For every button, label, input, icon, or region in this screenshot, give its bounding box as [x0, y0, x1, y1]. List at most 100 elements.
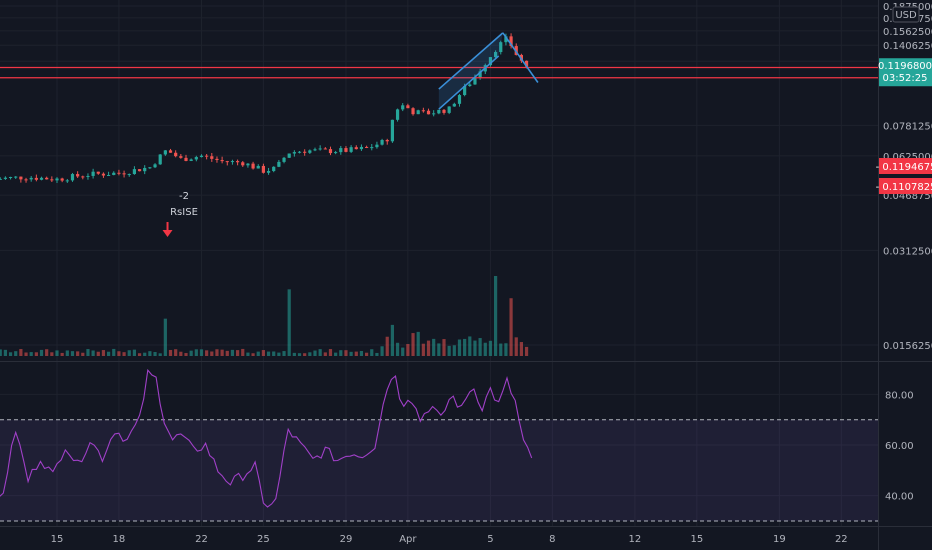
- candle[interactable]: [205, 155, 209, 157]
- candle[interactable]: [55, 178, 59, 181]
- candle[interactable]: [241, 162, 245, 166]
- candle[interactable]: [29, 177, 33, 180]
- candle[interactable]: [96, 171, 100, 174]
- candle[interactable]: [313, 149, 317, 151]
- candle[interactable]: [328, 149, 333, 154]
- candle[interactable]: [297, 151, 302, 153]
- candle[interactable]: [488, 57, 493, 66]
- candle[interactable]: [81, 176, 85, 178]
- candle[interactable]: [256, 165, 260, 169]
- candle[interactable]: [60, 178, 64, 181]
- candle[interactable]: [323, 148, 327, 150]
- candle[interactable]: [385, 139, 389, 142]
- candle[interactable]: [184, 157, 188, 161]
- candle[interactable]: [132, 169, 136, 175]
- candle[interactable]: [380, 139, 384, 145]
- candle[interactable]: [426, 110, 431, 115]
- candle[interactable]: [220, 160, 224, 162]
- candle[interactable]: [504, 36, 508, 43]
- candle[interactable]: [189, 159, 193, 161]
- candle[interactable]: [354, 147, 358, 150]
- candle[interactable]: [277, 161, 281, 167]
- candle[interactable]: [101, 173, 106, 176]
- candle[interactable]: [127, 174, 131, 176]
- candle[interactable]: [107, 174, 111, 176]
- channel-upper-line[interactable]: [438, 32, 504, 90]
- candle[interactable]: [390, 119, 394, 142]
- candle[interactable]: [473, 77, 477, 85]
- candle[interactable]: [122, 173, 126, 175]
- candle[interactable]: [349, 147, 353, 152]
- candle[interactable]: [3, 177, 7, 179]
- candle[interactable]: [24, 179, 28, 181]
- candle[interactable]: [292, 152, 296, 154]
- candle[interactable]: [163, 150, 167, 155]
- candle[interactable]: [406, 105, 410, 109]
- candle[interactable]: [411, 108, 415, 115]
- candle[interactable]: [447, 106, 451, 113]
- candle[interactable]: [14, 176, 18, 178]
- candle[interactable]: [8, 176, 13, 178]
- candle[interactable]: [91, 171, 95, 176]
- time-axis[interactable]: 15 18 22 25 29 Apr 5 8 12 15 19 22: [51, 534, 848, 545]
- candle[interactable]: [509, 36, 513, 47]
- candle[interactable]: [148, 167, 152, 169]
- candle[interactable]: [375, 144, 379, 148]
- candle[interactable]: [334, 152, 338, 154]
- candle[interactable]: [468, 84, 472, 87]
- candle[interactable]: [34, 177, 38, 180]
- candle[interactable]: [463, 86, 467, 96]
- candle[interactable]: [303, 151, 307, 153]
- candle[interactable]: [117, 172, 121, 174]
- candle[interactable]: [86, 175, 90, 177]
- candle[interactable]: [230, 161, 235, 163]
- candle[interactable]: [70, 174, 75, 181]
- candle[interactable]: [112, 172, 116, 175]
- candle[interactable]: [287, 153, 291, 158]
- candle[interactable]: [494, 52, 498, 58]
- candle[interactable]: [153, 164, 157, 168]
- rsi-line[interactable]: [0, 368, 533, 508]
- candle[interactable]: [442, 109, 446, 113]
- candle[interactable]: [395, 109, 400, 120]
- candle[interactable]: [421, 110, 425, 112]
- candle[interactable]: [39, 177, 44, 180]
- candle[interactable]: [210, 156, 214, 159]
- rsi-pane[interactable]: [0, 368, 878, 522]
- candle[interactable]: [137, 169, 142, 172]
- candle[interactable]: [174, 152, 178, 157]
- candle[interactable]: [45, 177, 49, 180]
- candle[interactable]: [194, 157, 198, 160]
- candle[interactable]: [266, 171, 271, 173]
- breakdown-trend-line[interactable]: [502, 32, 539, 83]
- candle[interactable]: [478, 71, 482, 78]
- rsi-axis[interactable]: 40.00 60.00 80.00: [885, 390, 914, 502]
- candle[interactable]: [158, 154, 162, 165]
- candle[interactable]: [76, 174, 80, 177]
- channel-lower-line[interactable]: [438, 55, 500, 110]
- candle[interactable]: [437, 109, 441, 114]
- candle[interactable]: [236, 161, 240, 163]
- candle[interactable]: [457, 95, 462, 104]
- candle[interactable]: [432, 113, 436, 115]
- candle[interactable]: [179, 156, 183, 158]
- horizontal-levels[interactable]: [0, 66, 878, 79]
- candle[interactable]: [318, 148, 322, 150]
- candle[interactable]: [261, 165, 265, 173]
- candle[interactable]: [370, 147, 374, 149]
- candle[interactable]: [168, 150, 173, 153]
- candle[interactable]: [359, 146, 364, 150]
- trend-channel[interactable]: [438, 32, 539, 110]
- candle[interactable]: [251, 163, 255, 169]
- candle[interactable]: [19, 176, 23, 180]
- candle[interactable]: [199, 155, 204, 158]
- candle[interactable]: [344, 148, 348, 152]
- candle[interactable]: [225, 161, 229, 163]
- candle[interactable]: [416, 110, 420, 115]
- candle[interactable]: [65, 180, 69, 182]
- candle[interactable]: [499, 42, 503, 53]
- candle[interactable]: [365, 146, 369, 148]
- candle[interactable]: [272, 166, 276, 172]
- candle[interactable]: [282, 157, 286, 162]
